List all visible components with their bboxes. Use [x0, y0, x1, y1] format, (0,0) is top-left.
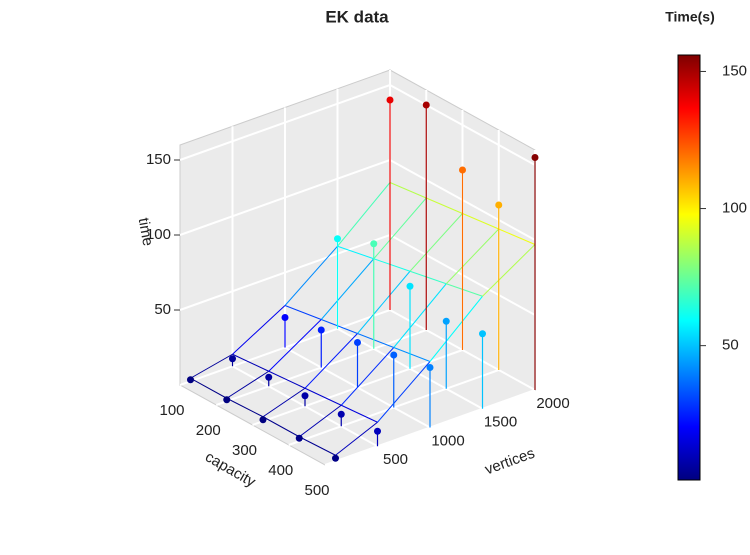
point: [332, 454, 339, 462]
surface-edge: [268, 370, 306, 389]
point: [495, 201, 503, 209]
surface-edge: [373, 258, 411, 272]
point: [479, 330, 486, 338]
surface-edge: [357, 333, 394, 348]
x-tick-label: 1000: [431, 432, 464, 449]
point: [406, 282, 414, 290]
surface-edge: [284, 245, 338, 306]
surface-edge: [409, 213, 463, 272]
surface-edge: [299, 436, 336, 456]
surface-edge: [262, 416, 300, 438]
x-tick-label: 500: [383, 451, 408, 468]
grid-line: [179, 234, 391, 311]
point: [301, 392, 309, 400]
point: [337, 410, 345, 418]
surface-edge: [357, 270, 411, 334]
point: [390, 351, 398, 359]
surface-edge: [262, 387, 306, 418]
colorbar-tick-label: 150: [722, 62, 747, 79]
surface-edge: [409, 270, 447, 285]
surface-edge: [320, 258, 375, 320]
surface-edge: [304, 333, 358, 389]
point: [265, 373, 273, 381]
x-axis-title: vertices: [483, 445, 537, 479]
surface-edge: [426, 197, 463, 214]
surface-edge: [190, 353, 233, 379]
x-tick-label: 1500: [484, 414, 517, 431]
z-axis-title: time: [135, 216, 157, 247]
surface-edge: [393, 283, 447, 348]
point: [374, 427, 381, 435]
z-tick-label: 50: [154, 301, 171, 318]
surface-edge: [341, 404, 378, 423]
colorbar-title: Time(s): [665, 9, 715, 25]
y-tick-label: 300: [232, 442, 257, 459]
surface-edge: [321, 319, 358, 334]
surface-edge: [337, 245, 374, 260]
surface-edge: [482, 244, 536, 297]
surface-edge: [340, 347, 395, 406]
point: [531, 154, 539, 161]
colorbar-tick-label: 50: [722, 337, 739, 354]
y-tick-label: 500: [304, 482, 329, 499]
surface-edge: [389, 182, 427, 199]
z-tick-label: 100: [146, 226, 171, 243]
point: [354, 339, 361, 346]
point: [426, 364, 434, 371]
surface-edge: [377, 361, 431, 423]
grid-line: [179, 159, 391, 236]
surface-edge: [232, 305, 286, 355]
x-tick-label: 2000: [536, 395, 569, 412]
point: [259, 416, 267, 424]
surface-edge: [268, 319, 322, 372]
point: [295, 434, 303, 442]
point: [229, 355, 236, 363]
point: [386, 96, 394, 104]
surface-edge: [337, 182, 391, 247]
chart-title: EK data: [325, 7, 389, 26]
point: [422, 101, 430, 109]
surface-edge: [462, 213, 499, 230]
surface-edge: [446, 283, 483, 297]
surface-edge: [335, 421, 378, 456]
surface-edge: [498, 228, 536, 245]
point: [187, 376, 194, 384]
point: [442, 317, 450, 325]
surface-edge: [298, 404, 342, 438]
colorbar-tick-label: 100: [722, 200, 747, 217]
colorbar: [677, 54, 701, 481]
point: [334, 235, 341, 243]
surface-edge: [232, 353, 269, 372]
point: [459, 166, 466, 174]
surface-edge: [190, 377, 227, 399]
surface-edge: [226, 397, 264, 418]
point: [223, 396, 231, 404]
surface-edge: [445, 228, 500, 285]
z-tick-label: 150: [146, 151, 171, 168]
y-tick-label: 100: [159, 402, 184, 419]
y-tick-label: 200: [196, 422, 221, 439]
surface-edge: [393, 347, 431, 362]
surface-edge: [429, 295, 483, 362]
grid-line: [179, 84, 391, 161]
surface-edge: [373, 197, 427, 260]
point: [281, 314, 289, 321]
surface-edge: [304, 387, 342, 406]
grid-line: [389, 84, 536, 166]
surface-edge: [284, 305, 322, 320]
surface-edge: [226, 370, 270, 399]
point: [317, 326, 325, 334]
y-tick-label: 400: [268, 462, 293, 479]
point: [370, 240, 378, 248]
